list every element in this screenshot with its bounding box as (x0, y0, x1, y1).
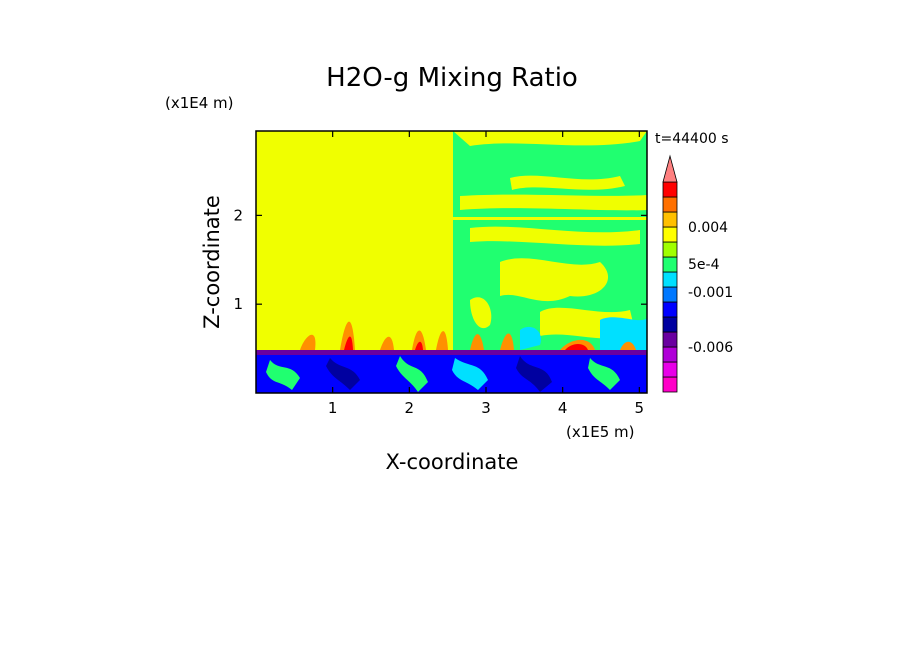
colorbar-label: -0.006 (688, 340, 733, 356)
colorbar-level (662, 301, 678, 318)
y-tick-label: 2 (233, 206, 243, 224)
y-axis: 12 (233, 206, 647, 313)
colorbar-level (662, 181, 678, 198)
colorbar-level (662, 286, 678, 303)
chart-title: H2O-g Mixing Ratio (326, 63, 578, 93)
x-tick-label: 3 (481, 399, 491, 417)
colorbar-level (662, 196, 678, 213)
boundary-layer (256, 350, 647, 393)
x-scale-label: (x1E5 m) (566, 423, 635, 441)
colorbar-level (662, 226, 678, 243)
y-scale-label: (x1E4 m) (165, 94, 234, 112)
x-axis-label: X-coordinate (386, 450, 519, 474)
region-upper-left (256, 131, 453, 350)
sharp-line (453, 217, 647, 220)
x-axis: 1 2 3 4 5 (328, 131, 644, 417)
colorbar-level (662, 361, 678, 378)
colorbar-level (662, 256, 678, 273)
colorbar-overflow-cap (662, 154, 678, 183)
x-tick-label: 5 (635, 399, 645, 417)
y-tick-label: 1 (233, 295, 243, 313)
colorbar-level (662, 271, 678, 288)
contour-field (256, 131, 647, 393)
x-tick-label: 1 (328, 399, 338, 417)
colorbar-level (662, 316, 678, 333)
colorbar-label: 0.004 (688, 220, 728, 236)
x-tick-label: 4 (558, 399, 568, 417)
colorbar-label: 5e-4 (688, 257, 720, 273)
time-label: t=44400 s (655, 131, 729, 147)
colorbar-level (662, 331, 678, 348)
x-tick-label: 2 (405, 399, 415, 417)
colorbar-level (662, 376, 678, 393)
plume-cores (344, 336, 588, 350)
y-axis-label: Z-coordinate (200, 195, 224, 329)
colorbar-label: -0.001 (688, 285, 733, 301)
region-upper-right-patches (453, 131, 647, 339)
colorbar-level (662, 211, 678, 228)
boundary-layer-detail (256, 350, 647, 392)
colorbar-level (662, 241, 678, 258)
colorbar: 0.004 5e-4 -0.001 -0.006 (662, 154, 733, 393)
colorbar-level (662, 346, 678, 363)
plot-frame (255, 130, 648, 394)
region-cyan-patches (520, 317, 647, 350)
plumes (300, 321, 636, 350)
